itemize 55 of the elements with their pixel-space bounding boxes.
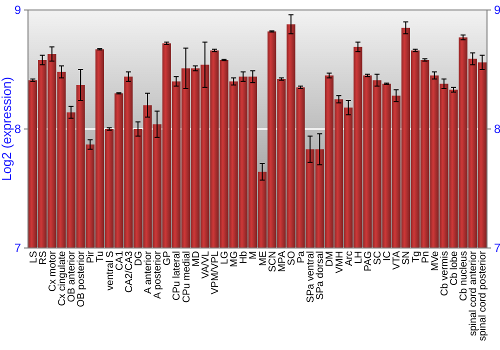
x-tick-label: ventral S [104,250,116,290]
x-tick-label: SCN [267,251,278,272]
x-tick-label: VMH [334,251,346,274]
y2-tick-label: 9 [494,2,500,17]
x-tick-label: spinal cord posterior [478,250,489,342]
x-tick-label: Cb lobe [449,250,460,286]
x-tick-label: IC [382,251,394,261]
x-tick-label: VPM/VPL [210,250,221,294]
x-tick-label: VTA [392,250,403,270]
x-tick-label: Pir [86,250,97,264]
x-tick-label: DM [324,251,336,267]
x-tick-label: Cx cingulate [56,250,68,306]
x-tick-label: SO [286,250,298,266]
x-tick-label: MD [190,251,202,267]
x-tick-label: GP [162,250,174,266]
x-tick-label: Hb [238,250,250,264]
x-tick-label: Tu [95,251,106,262]
x-tick-label: LH [353,251,364,264]
x-tick-label: CPu lateral [172,251,183,300]
x-tick-label: A posterior [152,250,164,299]
x-tick-label: PAG [362,250,374,272]
x-tick-label: MPA [276,250,288,272]
x-tick-label: Pa [296,250,308,264]
x-tick-label: A anterior [143,250,154,294]
y-tick-label: 7 [14,240,22,255]
x-tick-label: DG [133,250,144,266]
x-tick-label: LS [28,250,40,264]
y-axis-title: Log2 (expression) [0,76,14,182]
y2-tick-label: 7 [494,240,500,255]
x-tick-label: VA/VL [200,250,212,279]
x-tick-label: RS [38,250,49,265]
x-tick-label: SC [372,251,384,265]
x-tick-label: OB anterior [66,250,78,302]
x-tick-label: CA1 [114,250,126,270]
x-tick-label: LG [220,250,231,264]
y2-tick-label: 8 [494,122,500,136]
x-tick-label: MVe [430,250,441,272]
x-tick-label: ME [258,250,269,266]
x-tick-label: SPa ventral [306,251,317,303]
x-tick-label: SPa dorsal [315,251,326,300]
x-tick-label: Cb vermis [439,251,450,296]
x-tick-label: Pn [420,251,432,264]
x-tick-label: SN [401,251,412,265]
x-tick-label: M [248,251,260,260]
x-tick-label: Arc [344,251,355,266]
x-tick-label: MG [229,250,240,268]
x-tick-label: spinal cord anterior [468,250,480,336]
x-tick-label: CA2/CA3 [124,250,135,293]
y-tick-label: 8 [14,122,22,136]
x-tick-label: Cb nucleus [458,251,470,302]
x-tick-label: Cx motor [47,250,58,292]
x-tick-label: Tg [410,251,422,263]
x-tick-label: OB posterior [76,250,88,308]
x-tick-label: CPu medial [181,251,192,303]
y-tick-label: 9 [14,2,22,17]
